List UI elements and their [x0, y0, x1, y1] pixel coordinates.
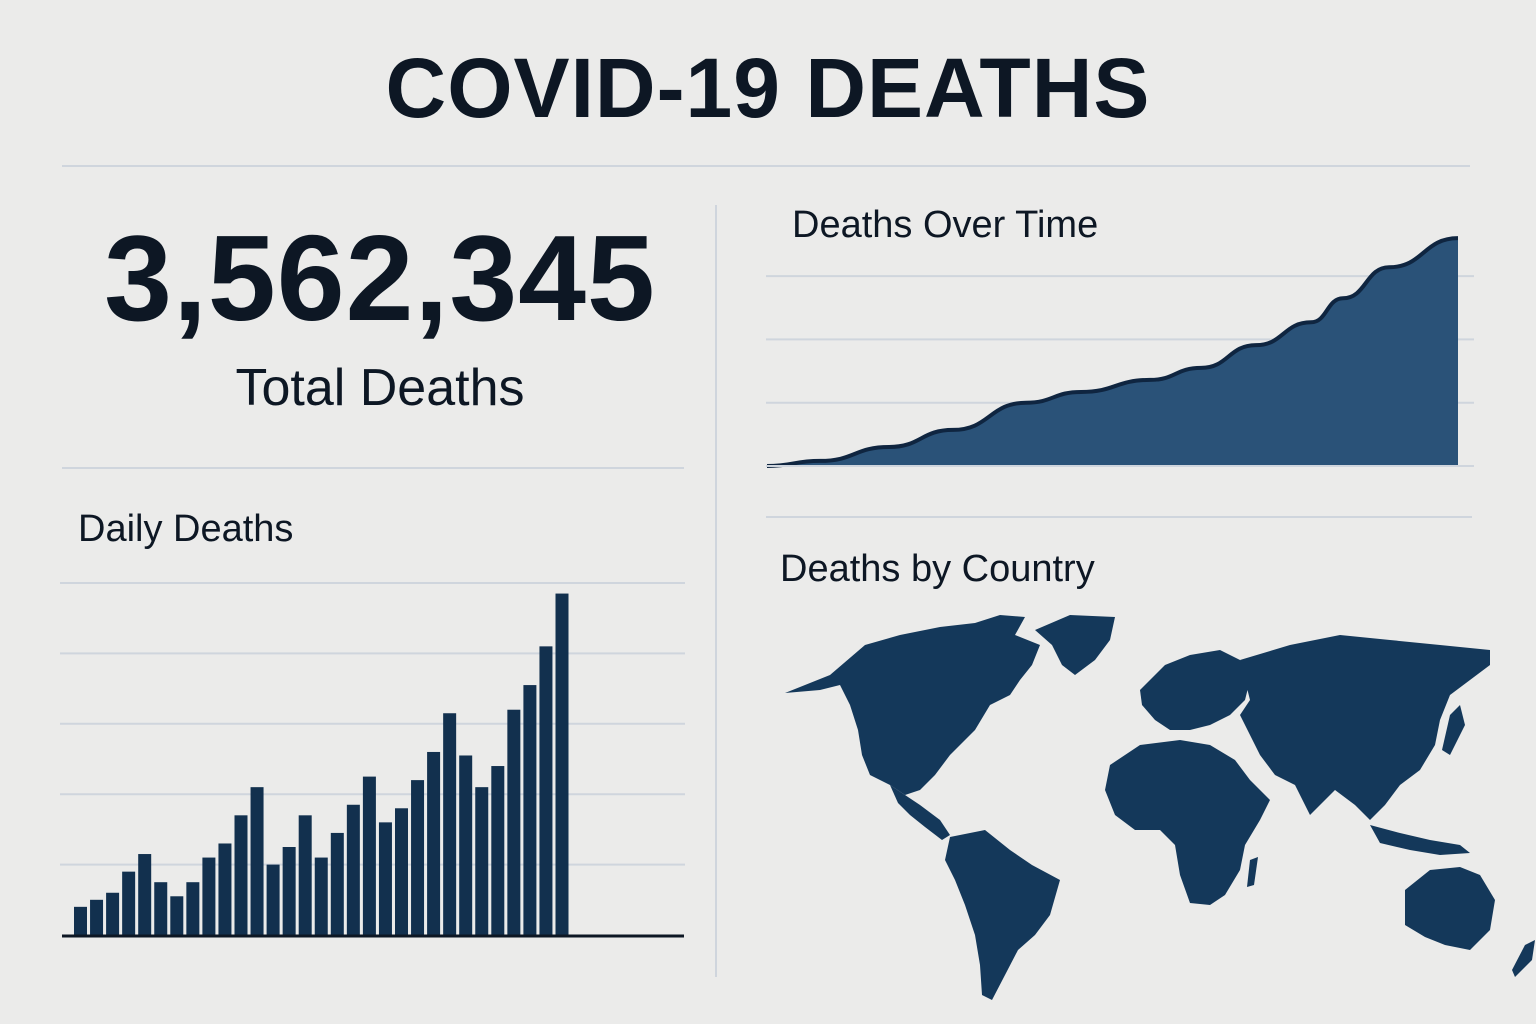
left-panel-divider [62, 467, 684, 469]
bar [523, 685, 537, 935]
bar [378, 822, 392, 935]
map-asia [1240, 635, 1490, 820]
bar [218, 843, 232, 935]
bar [330, 832, 344, 935]
bar [459, 755, 473, 935]
bar [266, 864, 280, 935]
map-japan [1442, 705, 1465, 755]
map-north-america [785, 615, 1040, 795]
bar [74, 906, 87, 935]
bar [250, 787, 264, 935]
area-line [766, 236, 1459, 468]
daily-deaths-title: Daily Deaths [78, 508, 294, 550]
deaths-over-time-area-chart [766, 236, 1474, 468]
bar [411, 780, 425, 935]
page-title: COVID-19 DEATHS [385, 41, 1151, 135]
bar [298, 815, 312, 935]
map-new-zealand [1512, 940, 1535, 977]
deaths-over-time-title: Deaths Over Time [792, 204, 1099, 246]
bar [395, 808, 408, 935]
continents [785, 615, 1535, 1000]
bar [90, 899, 104, 935]
bar [539, 646, 553, 935]
map-central-america [890, 785, 950, 840]
bar [314, 857, 328, 935]
deaths-by-country-title: Deaths by Country [780, 548, 1095, 590]
bar [122, 871, 136, 935]
map-africa [1105, 740, 1270, 905]
area-fill [767, 238, 1458, 466]
map-europe [1140, 650, 1250, 730]
bar [202, 857, 216, 935]
bar [427, 751, 441, 935]
bar [507, 709, 521, 935]
bar [186, 882, 200, 935]
map-australia [1405, 867, 1495, 950]
total-deaths-value: 3,562,345 [104, 210, 656, 346]
bar [362, 776, 376, 935]
right-panel-divider [766, 516, 1472, 518]
bar [138, 854, 152, 935]
bar [282, 847, 296, 935]
bar [106, 892, 120, 935]
bar [346, 804, 360, 935]
header-divider [62, 165, 1470, 167]
world-map [785, 615, 1535, 1000]
bar [154, 882, 168, 935]
bar [234, 815, 248, 935]
map-indonesia [1370, 825, 1470, 855]
bar [475, 787, 489, 935]
column-divider [715, 205, 717, 977]
map-greenland [1035, 615, 1115, 675]
map-madagascar [1247, 857, 1258, 887]
bar [443, 713, 457, 935]
total-deaths-label: Total Deaths [235, 359, 525, 417]
bar [491, 766, 505, 935]
bar [170, 896, 184, 935]
map-south-america [945, 830, 1060, 1000]
daily-deaths-bar-chart [60, 582, 685, 938]
bar [555, 593, 569, 935]
